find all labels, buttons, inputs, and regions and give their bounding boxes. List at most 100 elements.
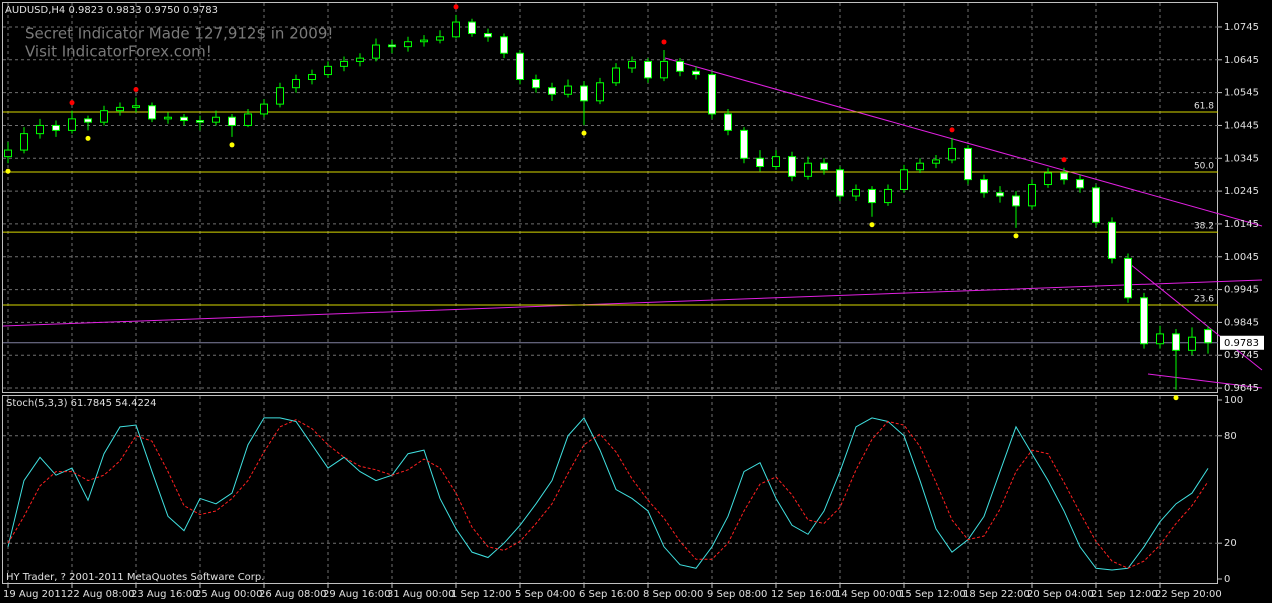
candle-body xyxy=(372,44,380,59)
candle-body xyxy=(836,169,844,197)
candle-body xyxy=(148,105,156,120)
candle-body xyxy=(420,39,428,43)
candle-body xyxy=(228,116,236,126)
indicator-title: Stoch(5,3,3) 61.7845 54.4224 xyxy=(6,398,157,409)
candle-body xyxy=(596,82,604,102)
candle-body xyxy=(676,60,684,72)
candle-body xyxy=(820,162,828,171)
candle-body xyxy=(132,105,140,108)
fractal-dot xyxy=(661,39,667,45)
trend-line xyxy=(1124,259,1263,371)
candle-body xyxy=(100,110,108,123)
y-tick-label: 1.0445 xyxy=(1224,120,1259,131)
candle-body xyxy=(116,106,124,112)
candle-body xyxy=(1108,221,1116,259)
x-tick-label: 5 Sep 04:00 xyxy=(515,589,575,600)
candle-body xyxy=(1188,336,1196,351)
candle-body xyxy=(756,157,764,167)
last-price-label: 0.9783 xyxy=(1224,338,1259,349)
x-tick-label: 25 Aug 00:00 xyxy=(195,589,262,600)
fractal-dot xyxy=(1061,157,1067,163)
candle-body xyxy=(996,192,1004,197)
candle-body xyxy=(452,21,460,38)
y-tick-label: 1.0245 xyxy=(1224,186,1259,197)
fractal-dot xyxy=(869,222,875,228)
candle-body xyxy=(164,116,172,120)
candle-body xyxy=(948,147,956,161)
stoch-line xyxy=(7,419,1209,569)
candle-body xyxy=(772,156,780,167)
x-tick-label: 9 Sep 08:00 xyxy=(707,589,767,600)
x-tick-label: 31 Aug 00:00 xyxy=(387,589,454,600)
candle-body xyxy=(356,57,364,62)
fractal-dot xyxy=(1173,395,1179,401)
candle-body xyxy=(20,133,28,151)
x-tick-label: 14 Sep 00:00 xyxy=(835,589,902,600)
y-tick-label: 0.9645 xyxy=(1224,383,1259,394)
candle-body xyxy=(660,60,668,79)
candle-body xyxy=(52,124,60,131)
last-price-box xyxy=(1220,335,1264,350)
fractal-dot xyxy=(133,87,139,93)
candle-body xyxy=(916,162,924,171)
candle-body xyxy=(36,124,44,135)
stoch-pane-border xyxy=(2,395,1218,584)
candle-body xyxy=(292,78,300,89)
candle-body xyxy=(4,149,12,158)
candle-body xyxy=(260,103,268,115)
candle-body xyxy=(1092,187,1100,223)
x-tick-label: 8 Sep 00:00 xyxy=(643,589,703,600)
candle-body xyxy=(628,60,636,69)
candle-body xyxy=(244,113,252,126)
candle-body xyxy=(884,188,892,204)
price-pane-border xyxy=(2,2,1218,393)
y-tick-label: 0.9845 xyxy=(1224,317,1259,328)
fractal-dot xyxy=(5,168,11,174)
candle-body xyxy=(516,52,524,80)
trend-line xyxy=(1147,373,1263,389)
candle-body xyxy=(612,67,620,84)
annotation: Secret Indicator Made 127,912$ in 2009! xyxy=(25,25,333,43)
y-tick-label: 0.9945 xyxy=(1224,285,1259,296)
candle-body xyxy=(468,21,476,35)
fib-label: 61.8 xyxy=(1194,101,1214,111)
y-tick-label: 20 xyxy=(1224,538,1237,549)
candle-body xyxy=(1124,257,1132,299)
x-tick-label: 1 Sep 12:00 xyxy=(451,589,511,600)
candle-body xyxy=(68,118,76,131)
candle-body xyxy=(724,113,732,131)
fib-label: 38.2 xyxy=(1194,222,1214,232)
fractal-dot xyxy=(453,4,459,10)
candle-body xyxy=(324,65,332,76)
x-tick-label: 22 Sep 20:00 xyxy=(1155,589,1222,600)
x-tick-label: 22 Aug 08:00 xyxy=(67,589,134,600)
x-tick-label: 23 Aug 16:00 xyxy=(131,589,198,600)
y-tick-label: 0 xyxy=(1224,574,1230,585)
y-tick-label: 1.0545 xyxy=(1224,88,1259,99)
candle-body xyxy=(276,87,284,105)
fractal-dot xyxy=(1013,233,1019,239)
candle-body xyxy=(740,129,748,159)
candle-body xyxy=(1204,329,1212,344)
stoch-line xyxy=(7,417,1209,571)
candle-body xyxy=(564,85,572,95)
y-tick-label: 1.0645 xyxy=(1224,55,1259,66)
fib-label: 23.6 xyxy=(1194,295,1214,305)
candle-body xyxy=(1140,297,1148,345)
x-tick-label: 6 Sep 16:00 xyxy=(579,589,639,600)
candle-body xyxy=(868,188,876,204)
candle-body xyxy=(340,60,348,67)
candle-body xyxy=(388,44,396,48)
candle-body xyxy=(852,188,860,197)
fractal-dot xyxy=(69,100,75,106)
candle-body xyxy=(580,85,588,102)
y-tick-label: 80 xyxy=(1224,431,1237,442)
candle-body xyxy=(788,156,796,177)
candle-body xyxy=(180,116,188,122)
candle-body xyxy=(1044,172,1052,186)
candle-body xyxy=(1028,184,1036,207)
candle-body xyxy=(212,116,220,123)
candle-body xyxy=(692,70,700,76)
x-tick-label: 18 Sep 22:00 xyxy=(963,589,1030,600)
